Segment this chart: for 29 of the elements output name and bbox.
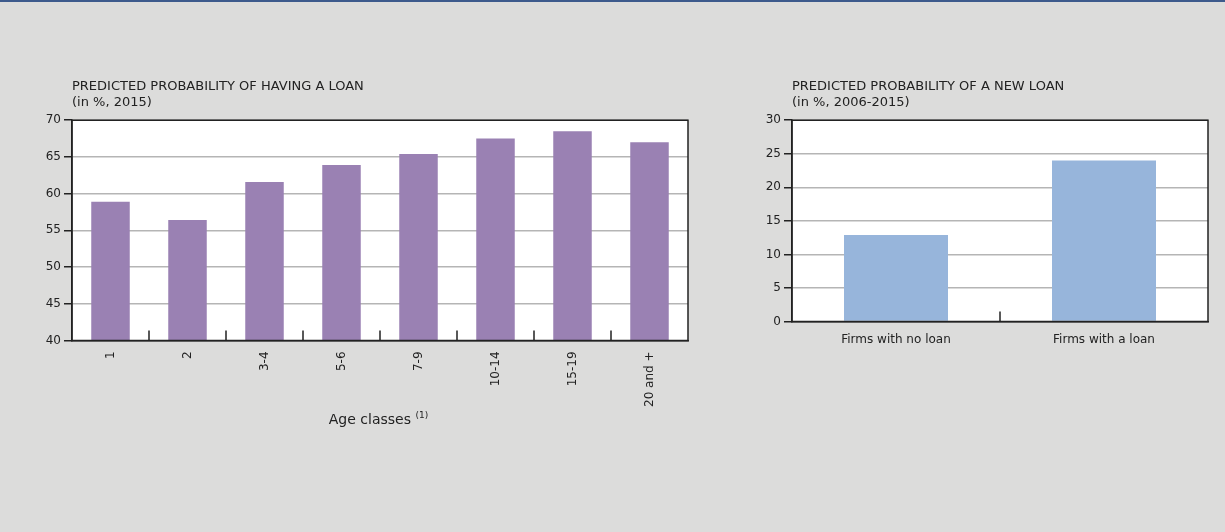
y-tick-label: 10 (765, 246, 781, 261)
y-tick-label: 65 (45, 149, 61, 164)
x-tick-label: 1 (102, 351, 117, 360)
chart-subtitle: (in %, 2006-2015) (792, 94, 911, 110)
x-tick-label: 2 (179, 351, 194, 360)
y-tick-label: 25 (765, 145, 781, 160)
x-tick-label: Firms with no loan (841, 331, 951, 346)
y-tick-label: 30 (765, 112, 781, 127)
chart-subtitle: (in %, 2015) (72, 94, 153, 110)
y-tick-label: 45 (45, 295, 61, 310)
x-axis-title: Age classes $^{(1)}$ (327, 410, 430, 427)
y-tick-label: 20 (765, 179, 781, 194)
x-tick-label: 15-19 (564, 351, 579, 387)
chart-title: PREDICTED PROBABILITY OF A NEW LOAN (792, 78, 1066, 94)
y-tick-label: 50 (45, 259, 61, 274)
y-tick-label: 0 (773, 313, 781, 328)
chart-title: PREDICTED PROBABILITY OF HAVING A LOAN (72, 78, 365, 94)
x-tick-label: Firms with a loan (1053, 331, 1155, 346)
y-tick-label: 5 (773, 280, 781, 295)
y-tick-label: 55 (45, 222, 61, 237)
x-tick-label: 20 and + (641, 351, 656, 407)
x-tick-label: 7-9 (410, 351, 425, 372)
y-tick-label: 40 (45, 332, 61, 347)
y-tick-label: 60 (45, 185, 61, 200)
y-tick-label: 15 (765, 213, 781, 228)
x-tick-label: 5-6 (333, 351, 348, 372)
y-tick-label: 70 (45, 112, 61, 127)
x-tick-label: 3-4 (256, 351, 271, 372)
x-tick-label: 10-14 (487, 351, 502, 387)
